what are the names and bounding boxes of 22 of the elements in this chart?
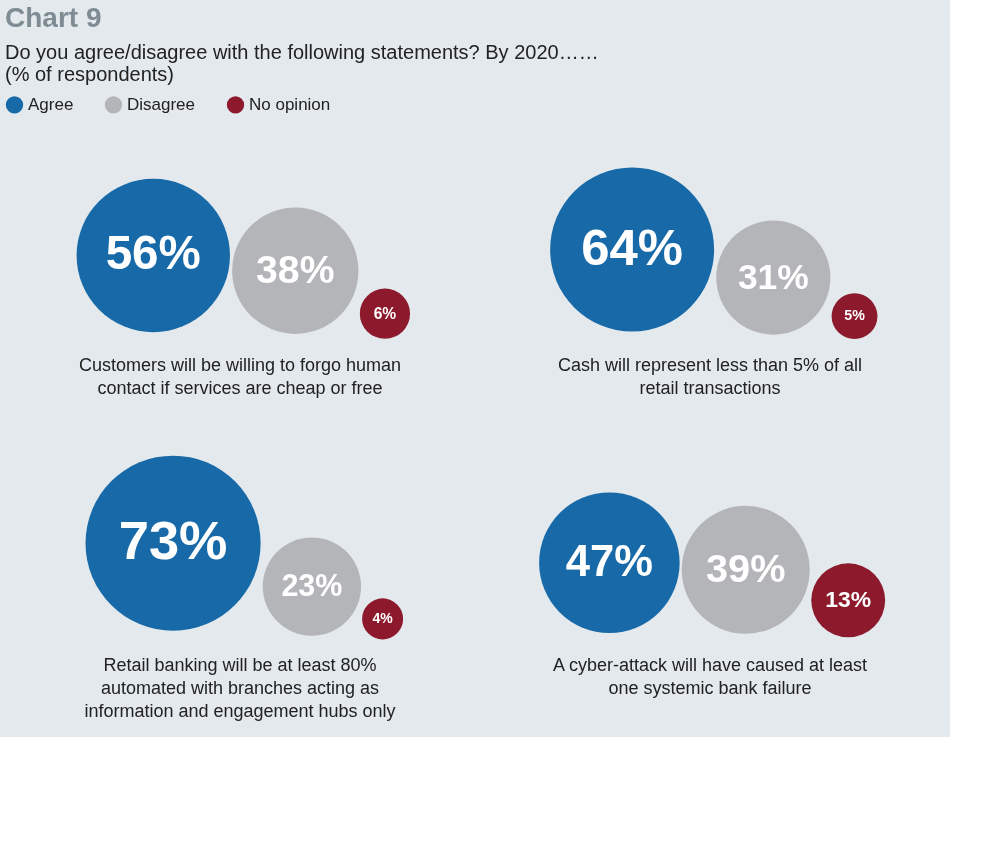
data-label: 38% — [256, 247, 335, 291]
legend-label: No opinion — [249, 94, 331, 114]
data-label: 39% — [705, 545, 786, 590]
category-label: Retail banking will be at least 80% automated with branches acting as information and engagement hubs only — [84, 655, 396, 721]
text: Chart 9 — [5, 2, 102, 33]
data-label: 56% — [105, 226, 201, 280]
data-label: 64% — [581, 218, 684, 276]
data-label: 31% — [737, 256, 809, 297]
text: Do you agree/disagree with the following statements? By 2020…… — [5, 41, 599, 63]
legend-label: Agree — [28, 94, 74, 114]
data-label: 6% — [373, 304, 397, 322]
category-label: Customers will be willing to forgo human contact if services are cheap or free — [78, 355, 402, 398]
legend-label: Disagree — [127, 94, 196, 114]
category-label: Cash will represent less than 5% of all retail transactions — [557, 355, 863, 398]
data-label: 73% — [118, 510, 228, 572]
data-label: 4% — [372, 609, 394, 626]
data-label: 47% — [565, 536, 653, 585]
text: (% of respondents) — [5, 63, 174, 85]
data-label: 5% — [844, 307, 866, 324]
data-label: 23% — [281, 567, 343, 602]
category-label: A cyber-attack will have caused at least one systemic bank failure — [552, 655, 868, 698]
data-label: 13% — [825, 586, 872, 613]
